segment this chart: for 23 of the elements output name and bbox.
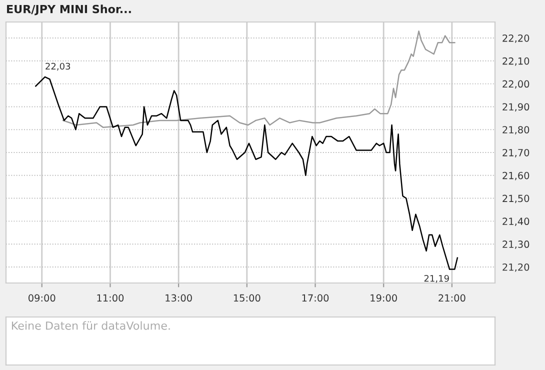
x-tick-label: 17:00 [302,294,329,302]
annotation: 22,03 [46,62,70,71]
text: Keine Daten für dataVolume. [12,321,170,330]
x-tick-label: 13:00 [166,294,192,302]
x-tick-label: 19:00 [370,294,397,302]
y-tick-label: 21,30 [502,240,530,249]
y-tick-label: 21,20 [502,263,530,272]
x-tick-label: 21:00 [438,294,466,302]
x-tick-label: 15:00 [234,294,260,302]
y-tick-label: 21,60 [502,172,530,180]
line-series [35,76,458,270]
y-tick-label: 22,00 [502,80,530,89]
y-tick-label: 21,90 [502,103,530,112]
chart-title: EUR/JPY MINI Shor... [7,4,131,16]
y-tick-label: 22,10 [502,57,530,66]
x-tick-label: 09:00 [28,294,56,302]
y-tick-label: 21,50 [502,194,530,204]
annotation: 21,19 [424,274,449,283]
y-tick-label: 21,40 [502,218,530,226]
y-tick-label: 22,20 [502,34,530,43]
x-tick-label: 11:00 [97,294,124,302]
y-tick-label: 21,70 [502,148,530,158]
y-tick-label: 21,80 [502,126,530,134]
